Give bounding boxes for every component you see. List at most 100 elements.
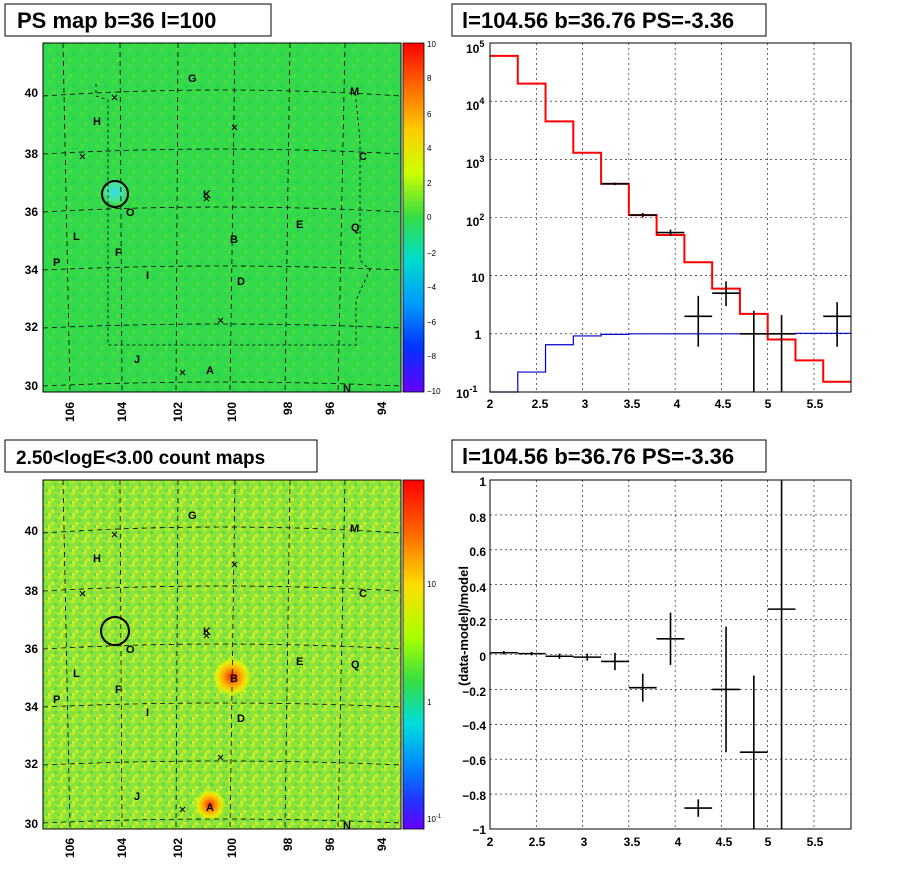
count-label-g: G <box>188 510 197 522</box>
residual-ylabel: (data-model)/model <box>456 566 471 686</box>
ps-map-heatmap <box>43 43 401 392</box>
residual-xtick-5: 5 <box>765 835 772 849</box>
spectrum-x-ticks: 2 2.5 3 3.5 4 4.5 5 5.5 <box>487 397 824 411</box>
residual-ytick-m0-8: −0.8 <box>462 789 486 803</box>
spectrum-ytick-1e5: 105 <box>466 39 484 56</box>
map-label-p: P <box>53 257 60 269</box>
map-label-c: C <box>359 151 367 163</box>
count-label-h: H <box>93 553 101 565</box>
spectrum-frame <box>489 42 852 393</box>
spectrum-xtick-3-5: 3.5 <box>624 397 641 411</box>
residual-x-ticks: 2 2.5 3 3.5 4 4.5 5 5.5 <box>487 835 824 849</box>
ps-map-xtick-102: 102 <box>171 402 185 422</box>
spectrum-ytick-1e3-base: 10 <box>466 157 480 171</box>
ps-map-ytick-34: 34 <box>25 263 39 277</box>
ps-map-panel: G M H C K O E Q B L F P I D J A N 40 38 … <box>4 3 441 422</box>
spectrum-ytick-1e3: 103 <box>466 154 484 171</box>
ps-map-ytick-36: 36 <box>25 205 39 219</box>
ps-cbar-tick-6: 6 <box>427 110 432 119</box>
ps-cbar-tick-2: 2 <box>427 179 432 188</box>
map-label-b: B <box>230 234 238 246</box>
ps-cbar-tick-m4: −4 <box>427 283 437 292</box>
residual-xtick-4-5: 4.5 <box>716 835 733 849</box>
residual-xtick-5-5: 5.5 <box>807 835 824 849</box>
count-map-ytick-34: 34 <box>25 700 39 714</box>
spectrum-xtick-3: 3 <box>582 397 589 411</box>
ps-map-x-ticks: 106 104 102 100 98 96 94 <box>63 401 389 422</box>
count-cbar-tick-0-1: 10-1 <box>427 814 442 824</box>
spectrum-ytick-1: 1 <box>475 328 482 342</box>
count-map-xtick-96: 96 <box>323 837 337 851</box>
residual-title: l=104.56 b=36.76 PS=-3.36 <box>462 444 734 469</box>
ps-cbar-tick-10: 10 <box>427 40 436 49</box>
residual-ytick-0-2: 0.2 <box>469 615 486 629</box>
residual-frame <box>489 479 852 830</box>
spectrum-title-box <box>451 3 767 37</box>
count-map-target-circle <box>100 616 130 646</box>
residual-y-ticks: 1 0.8 0.6 0.4 0.2 0 −0.2 −0.4 −0.6 −0.8 … <box>462 475 486 837</box>
residual-ytick-1: 1 <box>479 475 486 489</box>
count-map-colorbar <box>402 479 425 830</box>
residual-xtick-2-5: 2.5 <box>529 835 546 849</box>
ps-map-target-circle <box>101 180 129 208</box>
spectrum-ytick-1e4: 104 <box>466 96 484 113</box>
spectrum-ytick-1e3-exp: 3 <box>479 154 484 164</box>
map-label-i: I <box>146 270 149 282</box>
count-map-source-a-glow <box>194 789 226 821</box>
residual-ytick-m0-4: −0.4 <box>462 719 486 733</box>
spectrum-xtick-4: 4 <box>674 397 681 411</box>
ps-map-title-box <box>4 3 272 37</box>
count-label-a: A <box>206 802 214 814</box>
ps-map-ytick-32: 32 <box>25 320 39 334</box>
map-label-f: F <box>115 247 122 259</box>
ps-map-xtick-106: 106 <box>63 402 77 422</box>
ps-map-ytick-40: 40 <box>25 86 39 100</box>
count-map-xtick-102: 102 <box>171 838 185 858</box>
count-label-f: F <box>115 684 122 696</box>
count-map-ytick-30: 30 <box>25 817 39 831</box>
residual-grid <box>490 480 851 829</box>
residual-points <box>490 480 796 829</box>
ps-map-xtick-104: 104 <box>115 402 129 422</box>
residual-ytick-0: 0 <box>479 650 486 664</box>
count-cbar-tick-10: 10 <box>427 580 436 589</box>
map-label-m: M <box>350 86 359 98</box>
residual-xtick-2: 2 <box>487 835 494 849</box>
count-cbar-tick-0-1-base: 10 <box>427 815 436 824</box>
ps-map-ytick-38: 38 <box>25 147 39 161</box>
count-map-source-labels: G M H C K O E Q B L F P I D J A N <box>53 510 367 832</box>
residual-ytick-0-8: 0.8 <box>469 511 486 525</box>
count-map-ytick-38: 38 <box>25 584 39 598</box>
ps-map-source-labels: G M H C K O E Q B L F P I D J A N <box>53 73 367 395</box>
ps-map-xtick-100: 100 <box>225 402 239 422</box>
spectrum-ytick-1e-1-base: 10 <box>456 387 470 401</box>
spectrum-ytick-10: 10 <box>471 271 485 285</box>
count-label-i: I <box>146 707 149 719</box>
count-label-q: Q <box>351 659 360 671</box>
count-label-b: B <box>230 673 238 685</box>
ps-colorbar-ticks: 10 8 6 4 2 0 −2 −4 −6 −8 −10 <box>427 40 441 396</box>
map-label-o: O <box>126 207 135 219</box>
spectrum-ytick-1e5-base: 10 <box>466 42 480 56</box>
spectrum-xtick-2: 2 <box>487 397 494 411</box>
residual-panel: 2 2.5 3 3.5 4 4.5 5 5.5 1 0.8 0.6 0.4 0.… <box>451 439 852 849</box>
count-map-source-b-glow <box>212 657 252 697</box>
map-label-l: L <box>73 231 80 243</box>
residual-xtick-4: 4 <box>675 835 682 849</box>
count-label-j: J <box>134 791 140 803</box>
count-label-p: P <box>53 694 60 706</box>
spectrum-ytick-1e4-base: 10 <box>466 99 480 113</box>
spectrum-series <box>490 54 851 393</box>
count-colorbar-ticks: 10 1 10-1 <box>427 580 442 824</box>
ps-map-xtick-98: 98 <box>281 401 295 415</box>
spectrum-xtick-4-5: 4.5 <box>715 397 732 411</box>
residual-title-box <box>451 439 767 473</box>
count-map-xtick-104: 104 <box>115 838 129 858</box>
count-label-n: N <box>343 820 351 832</box>
count-map-y-ticks: 40 38 36 34 32 30 <box>25 524 39 831</box>
count-map-title-box <box>4 439 318 473</box>
count-map-x-ticks: 106 104 102 100 98 96 94 <box>63 837 389 858</box>
spectrum-ytick-1e4-exp: 4 <box>479 96 484 106</box>
map-label-a: A <box>206 365 214 377</box>
